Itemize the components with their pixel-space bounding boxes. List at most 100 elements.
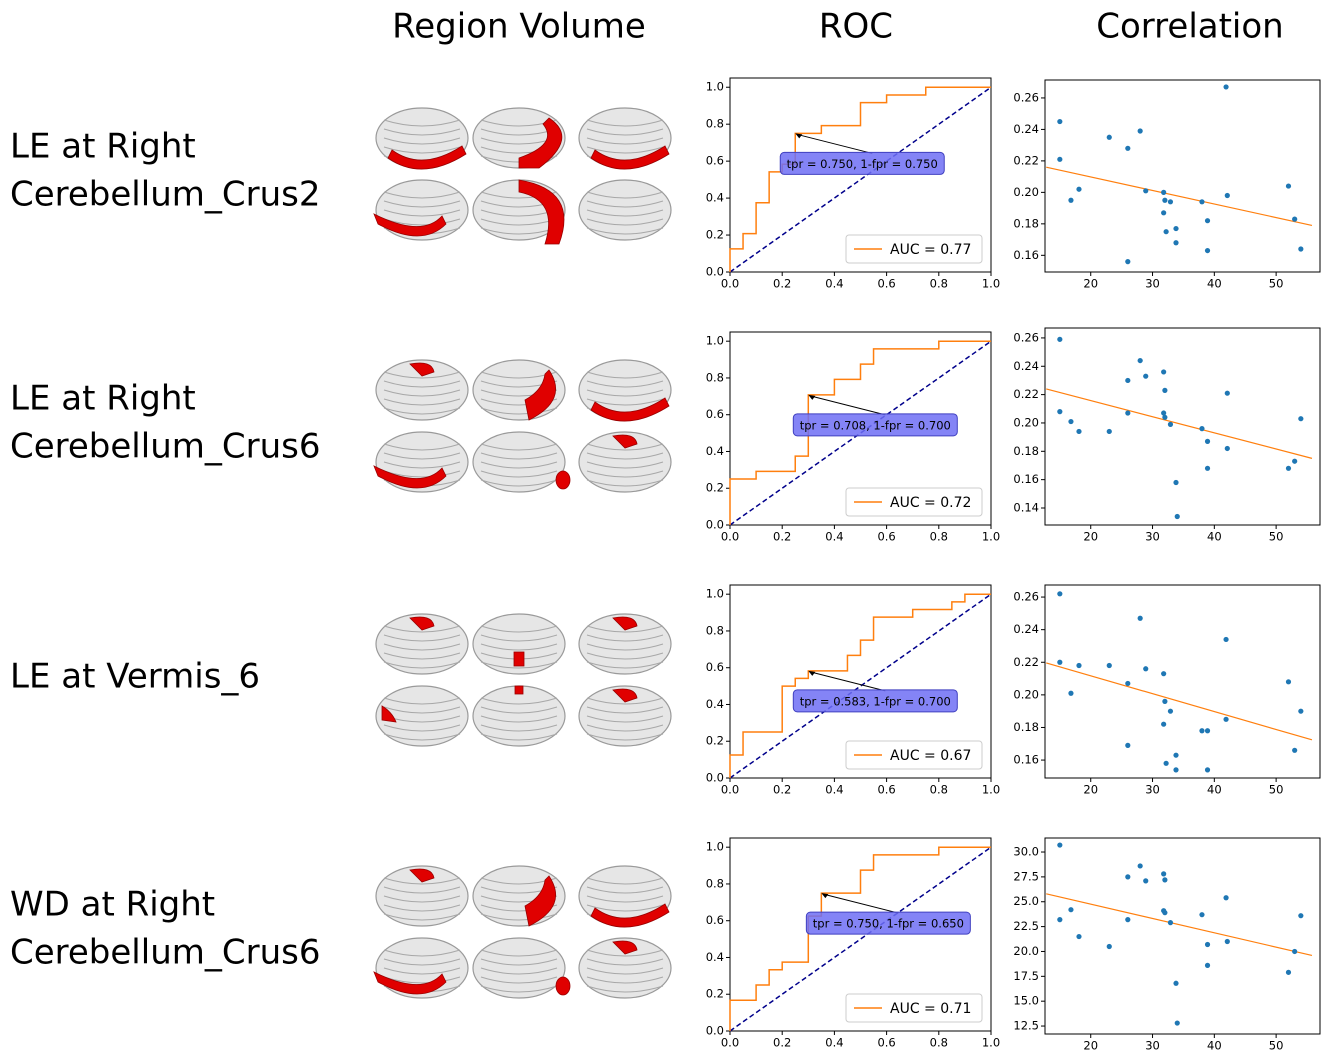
annotation-box: [779, 151, 945, 175]
scatter-point: [1285, 183, 1292, 189]
scatter-point: [1285, 465, 1292, 471]
y-tick-label: 0.22: [1013, 655, 1039, 669]
roc-curve: [729, 593, 991, 778]
brain-fold: [480, 715, 558, 723]
x-tick-label: 50: [1269, 1039, 1284, 1051]
y-tick-label: 0.0: [706, 265, 724, 279]
y-tick-label: 0.8: [706, 876, 724, 890]
row-label: LE at Right: [10, 127, 196, 167]
scatter-point: [1173, 980, 1179, 986]
plot-frame: [729, 584, 992, 779]
scatter-point: [1167, 920, 1174, 926]
brain-fold: [383, 886, 461, 894]
region-highlight: [524, 875, 557, 927]
scatter-point: [1163, 229, 1169, 235]
brain-fold: [480, 461, 558, 469]
brain-fold: [586, 209, 664, 217]
brain-render: [373, 359, 672, 493]
scatter-point: [1204, 218, 1211, 224]
brain-fold: [383, 967, 461, 975]
region-highlight: [590, 903, 670, 928]
brain-fold: [586, 967, 664, 975]
y-tick-label: 0.26: [1013, 590, 1039, 604]
region-highlight: [590, 397, 670, 422]
scatter-point: [1204, 247, 1211, 254]
brain-fold: [586, 371, 664, 379]
scatter-point: [1199, 199, 1205, 205]
scatter-point: [1298, 913, 1304, 919]
scatter-point: [1224, 192, 1230, 199]
brain-fold: [480, 967, 558, 975]
y-tick-label: 0.20: [1013, 687, 1039, 701]
annotation-text: tpr = 0.750, 1-fpr = 0.750: [787, 157, 938, 171]
region-highlight: [590, 145, 670, 170]
scatter-point: [1125, 377, 1131, 384]
scatter-point: [1167, 199, 1174, 205]
brain-fold: [383, 652, 461, 660]
brain-fold: [586, 895, 664, 903]
scatter-point: [1163, 760, 1169, 766]
scatter-point: [1224, 445, 1230, 452]
annotation-text: tpr = 0.750, 1-fpr = 0.650: [813, 917, 964, 931]
y-tick-label: 1.0: [706, 587, 724, 601]
scatter-point: [1204, 728, 1211, 734]
brain-fold: [586, 398, 664, 406]
y-tick-label: 0.16: [1013, 472, 1039, 486]
scatter-point: [1057, 156, 1063, 162]
brain-fold: [586, 452, 664, 460]
x-tick-label: 30: [1145, 783, 1160, 797]
scatter-point: [1076, 186, 1082, 192]
plot-frame: [729, 331, 992, 526]
x-tick-label: 1.0: [982, 783, 1000, 797]
chance-line: [729, 340, 992, 526]
plot-frame: [1044, 79, 1321, 273]
y-tick-label: 0.4: [706, 697, 724, 711]
brain-fold: [586, 479, 664, 487]
region-highlight: [513, 651, 525, 667]
y-tick-label: 30.0: [1013, 845, 1039, 859]
scatter-point: [1076, 662, 1082, 669]
legend-label: AUC = 0.71: [890, 1001, 971, 1017]
y-tick-label: 0.24: [1013, 122, 1039, 136]
brain-fold: [480, 958, 558, 966]
scatter-point: [1173, 240, 1179, 246]
scatter-point: [1068, 907, 1074, 913]
scatter-point: [1143, 878, 1149, 884]
brain-fold: [586, 146, 664, 154]
scatter-point: [1143, 188, 1149, 194]
plot-frame: [1044, 584, 1321, 779]
brain-shape: [578, 179, 672, 241]
scatter-point: [1057, 917, 1063, 923]
brain-shape: [375, 685, 469, 747]
brain-fold: [383, 913, 461, 921]
brain-fold: [480, 733, 558, 741]
scatter-point: [1199, 912, 1205, 918]
x-tick-label: 30: [1145, 277, 1160, 291]
x-tick-label: 0.8: [930, 530, 948, 544]
scatter-point: [1076, 933, 1082, 940]
scatter-point: [1204, 962, 1211, 968]
scatter-point: [1223, 716, 1229, 722]
scatter-point: [1162, 910, 1168, 916]
x-tick-label: 0.6: [877, 1036, 895, 1050]
brain-fold: [383, 625, 461, 633]
x-tick-label: 40: [1207, 1039, 1222, 1051]
brain-fold: [480, 443, 558, 451]
x-tick-label: 0.4: [825, 783, 843, 797]
scatter-point: [1173, 225, 1179, 232]
brain-fold: [480, 643, 558, 651]
plot-frame: [1044, 327, 1321, 526]
trend-line: [1046, 662, 1313, 741]
y-tick-label: 0.0: [706, 518, 724, 532]
y-tick-label: 0.8: [706, 117, 724, 131]
scatter-point: [1162, 698, 1168, 704]
scatter-point: [1162, 877, 1168, 883]
y-tick-label: 0.20: [1013, 185, 1039, 199]
brain-fold: [586, 443, 664, 451]
region-highlight: [612, 688, 638, 703]
brain-fold: [586, 949, 664, 957]
brain-fold: [586, 715, 664, 723]
x-tick-label: 0.2: [773, 530, 791, 544]
trend-line: [1046, 893, 1313, 957]
brain-shape: [578, 685, 672, 747]
